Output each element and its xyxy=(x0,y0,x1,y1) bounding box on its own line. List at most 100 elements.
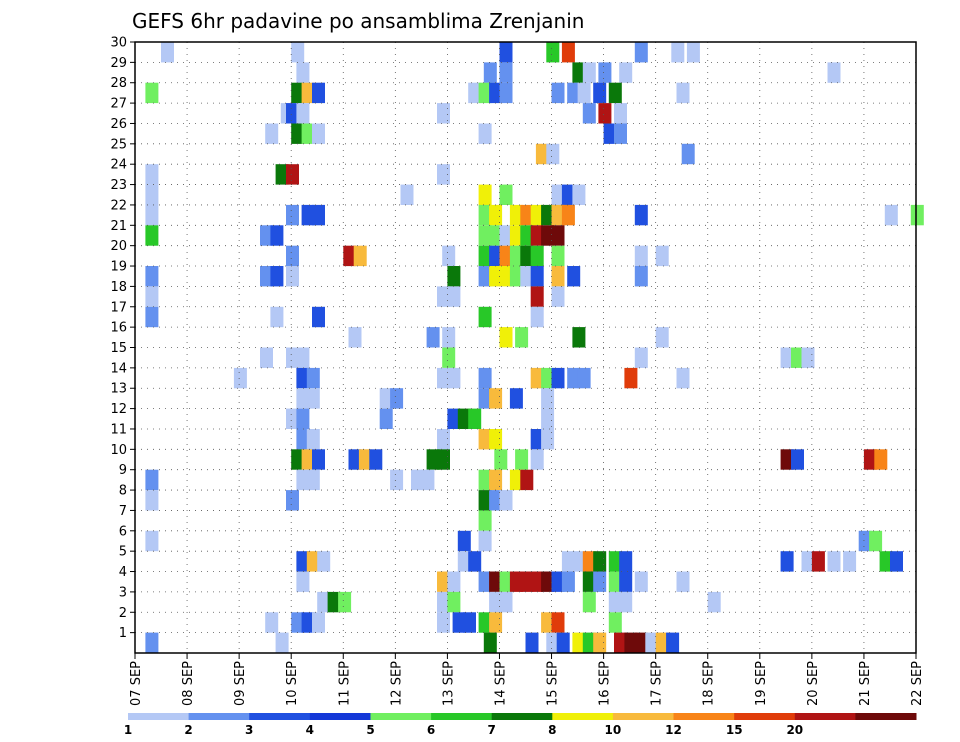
heatmap-cell xyxy=(457,408,471,429)
colorbar-label: 10 xyxy=(605,723,622,737)
heatmap-cell xyxy=(634,204,648,226)
y-tick-label: 14 xyxy=(110,361,127,376)
heatmap-cell xyxy=(426,327,440,348)
y-tick-label: 2 xyxy=(119,606,127,621)
heatmap-cell xyxy=(551,571,565,592)
heatmap-cell xyxy=(442,347,456,368)
heatmap-cell xyxy=(520,571,534,592)
heatmap-cell xyxy=(541,571,555,592)
heatmap-cell xyxy=(478,530,492,552)
heatmap-cell xyxy=(390,388,404,409)
heatmap-cell xyxy=(551,266,565,287)
colorbar-label: 6 xyxy=(427,723,435,737)
y-tick-label: 3 xyxy=(119,585,127,600)
heatmap-cell xyxy=(801,347,815,368)
chart-title: GEFS 6hr padavine po ansamblima Zrenjani… xyxy=(132,9,584,33)
heatmap-cell xyxy=(520,225,534,246)
heatmap-cell xyxy=(634,632,648,653)
heatmap-cell xyxy=(494,449,508,470)
heatmap-cell xyxy=(286,204,299,226)
heatmap-cell xyxy=(327,591,341,613)
heatmap-cell xyxy=(634,347,648,368)
heatmap-cell xyxy=(551,245,565,267)
colorbar-swatch xyxy=(309,713,371,720)
heatmap-cell xyxy=(509,225,523,246)
colorbar-label: 20 xyxy=(786,723,803,737)
x-tick-label: 15 SEP xyxy=(546,661,561,706)
heatmap-cell xyxy=(551,204,565,226)
y-tick-label: 5 xyxy=(119,545,127,560)
heatmap-cell xyxy=(286,408,299,429)
heatmap-cell xyxy=(499,225,513,246)
heatmap-cell xyxy=(437,429,450,450)
heatmap-cell xyxy=(608,612,622,633)
heatmap-cell xyxy=(634,245,648,267)
heatmap-cell xyxy=(468,408,482,429)
heatmap-cell xyxy=(499,490,513,511)
y-tick-label: 15 xyxy=(110,341,127,356)
heatmap-cell xyxy=(489,266,503,287)
y-tick-label: 28 xyxy=(110,76,127,91)
heatmap-cell xyxy=(379,408,393,429)
heatmap-cell xyxy=(509,204,523,226)
heatmap-cell xyxy=(260,266,273,287)
colorbar-swatch xyxy=(188,713,250,720)
heatmap-cell xyxy=(306,367,320,389)
heatmap-cell xyxy=(551,184,565,205)
heatmap-cell xyxy=(447,266,461,287)
heatmap-cell xyxy=(452,612,466,633)
heatmap-cell xyxy=(353,245,367,267)
heatmap-cell xyxy=(233,367,247,389)
heatmap-cell xyxy=(582,62,596,83)
heatmap-cell xyxy=(634,42,648,63)
heatmap-cell xyxy=(593,551,607,572)
heatmap-cell xyxy=(530,449,544,470)
heatmap-cell xyxy=(489,225,503,246)
heatmap-cell xyxy=(312,449,325,470)
heatmap-cell xyxy=(780,551,794,572)
heatmap-cell xyxy=(707,591,721,613)
heatmap-cell xyxy=(348,449,362,470)
heatmap-cell xyxy=(546,632,560,653)
heatmap-cell xyxy=(551,612,565,633)
heatmap-cell xyxy=(582,551,596,572)
heatmap-cell xyxy=(483,62,497,83)
x-tick-label: 18 SEP xyxy=(702,661,717,706)
heatmap-cell xyxy=(478,388,492,409)
heatmap-cell xyxy=(780,449,794,470)
heatmap-cell xyxy=(161,42,174,63)
x-tick-label: 10 SEP xyxy=(285,661,300,706)
heatmap-cell xyxy=(567,367,581,389)
colorbar-label: 15 xyxy=(726,723,743,737)
heatmap-cell xyxy=(499,42,513,63)
x-axis: 07 SEP 08 SEP 09 SEP 10 SEP 11 SEP 12 SEP 13 S… xyxy=(129,653,925,706)
heatmap-cell xyxy=(530,245,544,267)
heatmap-cell xyxy=(614,103,627,124)
heatmap-cell xyxy=(593,82,607,104)
heatmap-cell xyxy=(541,612,555,633)
heatmap-cell xyxy=(561,551,575,572)
heatmap-cell xyxy=(286,347,299,368)
heatmap-cell xyxy=(145,164,159,185)
heatmap-cell xyxy=(567,82,581,104)
heatmap-cell xyxy=(499,571,513,592)
heatmap-cell xyxy=(509,469,523,491)
heatmap-cell xyxy=(478,266,492,287)
heatmap-cell xyxy=(437,571,450,592)
heatmap-cell xyxy=(530,306,544,328)
heatmap-cell xyxy=(468,551,482,572)
heatmap-cell xyxy=(468,82,482,104)
heatmap-cell xyxy=(296,408,310,429)
heatmap-cell xyxy=(874,449,888,470)
heatmap-cell xyxy=(489,591,503,613)
x-tick-label: 07 SEP xyxy=(129,661,144,706)
y-tick-label: 8 xyxy=(119,484,127,499)
heatmap-cell xyxy=(358,449,372,470)
y-tick-label: 6 xyxy=(119,524,127,539)
x-tick-label: 21 SEP xyxy=(858,661,873,706)
heatmap-cell xyxy=(306,429,320,450)
heatmap-cell xyxy=(275,632,289,653)
heatmap-cell xyxy=(593,571,607,592)
heatmap-cell xyxy=(791,347,804,368)
y-tick-label: 4 xyxy=(119,565,127,580)
